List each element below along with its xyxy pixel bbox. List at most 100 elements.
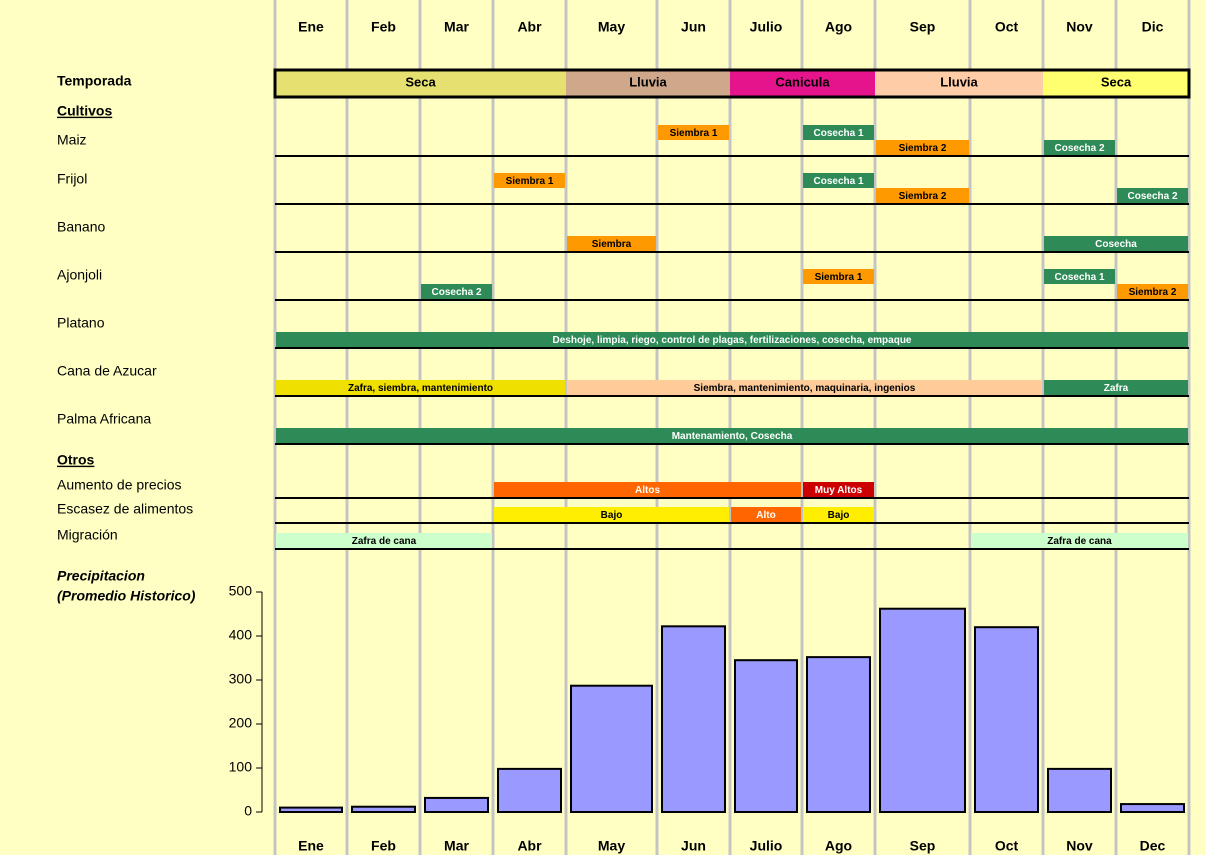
event-bar (494, 173, 565, 188)
month-label: Nov (1066, 19, 1093, 35)
y-tick-label: 0 (244, 803, 252, 819)
content: Ene Feb Mar Abr May Jun Julio Ago Sep Oct Nov Dic Te… (57, 19, 1191, 854)
bar (661, 625, 726, 813)
event-label: Deshoje, limpia, riego, control de plaga… (553, 335, 912, 346)
event-bar (494, 507, 729, 522)
event-bar (276, 332, 1188, 347)
month-label: May (598, 19, 625, 35)
x-tick-label: Jun (681, 838, 706, 854)
season-band (1043, 71, 1189, 96)
bar (1120, 803, 1185, 814)
y-tick-label: 500 (229, 583, 253, 599)
event-bar (1044, 236, 1188, 251)
month-label: Sep (910, 19, 936, 35)
y-tick-label: 300 (229, 671, 253, 687)
season-label: Lluvia (940, 74, 978, 89)
event-label: Muy Altos (815, 485, 863, 496)
event-bar (876, 188, 969, 203)
row-label: Escasez de alimentos (57, 501, 193, 517)
month-label: Abr (517, 19, 542, 35)
y-tick-label: 100 (229, 759, 253, 775)
row-label: Cana de Azucar (57, 363, 157, 379)
event-bar (971, 533, 1188, 548)
x-tick-label: Nov (1066, 838, 1093, 854)
event-label: Siembra, mantenimiento, maquinaria, inge… (694, 383, 916, 394)
event-label: Cosecha 1 (1054, 272, 1104, 283)
x-tick-label: Ene (298, 838, 324, 854)
event-bar (1117, 188, 1188, 203)
row-label: Maiz (57, 132, 87, 148)
bar (974, 626, 1039, 814)
event-bar (731, 507, 801, 522)
event-label: Siembra 1 (670, 128, 718, 139)
row-label: Temporada (57, 73, 132, 89)
event-label: Altos (635, 485, 660, 496)
row-label: Ajonjoli (57, 267, 102, 283)
event-bar (876, 140, 969, 155)
x-tick-label: Sep (910, 838, 936, 854)
bar (279, 806, 343, 813)
event-label: Cosecha 2 (431, 287, 481, 298)
season-band (730, 71, 875, 96)
section-heading: Otros (57, 452, 95, 468)
bar (424, 796, 489, 813)
x-tick-label: Ago (825, 838, 852, 854)
x-tick-label: Oct (995, 838, 1019, 854)
row-label: Platano (57, 315, 105, 331)
event-label: Siembra 2 (899, 143, 947, 154)
season-label: Canicula (775, 74, 830, 89)
y-tick-label: 400 (229, 627, 253, 643)
x-tick-label: Mar (444, 838, 469, 854)
event-label: Cosecha 2 (1127, 191, 1177, 202)
bar (1047, 767, 1112, 814)
event-label: Zafra de cana (352, 536, 417, 547)
month-label: Jun (681, 19, 706, 35)
month-label: Dic (1142, 19, 1164, 35)
event-bar (276, 533, 492, 548)
event-bar (1044, 140, 1115, 155)
season-band (875, 71, 1043, 96)
event-bar (658, 125, 729, 140)
event-bar (1117, 284, 1188, 299)
event-label: Mantenamiento, Cosecha (672, 431, 793, 442)
season-label: Seca (1101, 74, 1132, 89)
row-label: Palma Africana (57, 411, 151, 427)
section-heading: Cultivos (57, 103, 112, 119)
event-label: Cosecha 2 (1054, 143, 1104, 154)
season-band (275, 71, 566, 96)
bar (734, 659, 798, 814)
event-bar (567, 380, 1042, 395)
event-label: Siembra 1 (506, 176, 554, 187)
bar (879, 607, 966, 813)
bar (351, 805, 416, 813)
month-label: Ene (298, 19, 324, 35)
month-label: Mar (444, 19, 469, 35)
event-bar (276, 428, 1188, 443)
bar (806, 656, 871, 813)
x-tick-label: Feb (371, 838, 396, 854)
event-bar (1044, 269, 1115, 284)
y-tick-label: 200 (229, 715, 253, 731)
event-label: Bajo (601, 510, 623, 521)
x-tick-label: May (598, 838, 625, 854)
x-tick-label: Julio (750, 838, 783, 854)
event-bar (803, 173, 874, 188)
event-bar (494, 482, 801, 497)
chart-title: Precipitacion (57, 568, 145, 584)
event-bar (421, 284, 492, 299)
event-label: Cosecha (1095, 239, 1137, 250)
season-label: Lluvia (629, 74, 667, 89)
event-bar (276, 380, 565, 395)
event-label: Alto (756, 510, 775, 521)
month-grid (273, 0, 1191, 855)
month-label: Ago (825, 19, 852, 35)
row-label: Banano (57, 219, 105, 235)
event-label: Zafra, siembra, mantenimiento (348, 383, 493, 394)
event-label: Siembra 2 (1129, 287, 1177, 298)
bar (570, 684, 653, 813)
month-label: Oct (995, 19, 1019, 35)
month-label: Feb (371, 19, 396, 35)
event-label: Zafra de cana (1047, 536, 1112, 547)
event-bar (803, 482, 874, 497)
